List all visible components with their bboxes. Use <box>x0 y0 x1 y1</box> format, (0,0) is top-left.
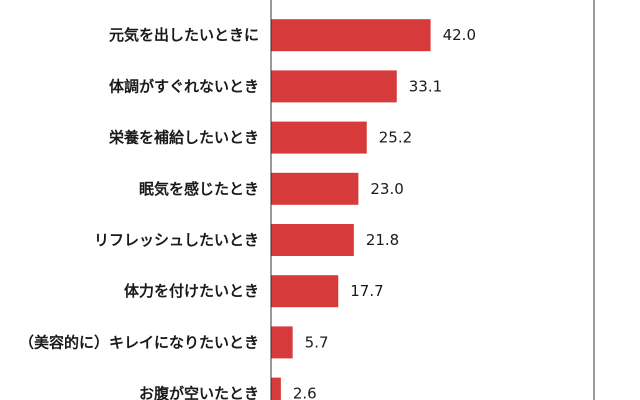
category-label-5: リフレッシュしたいとき <box>94 231 259 249</box>
category-label-1: 元気を出したいときに <box>109 26 259 44</box>
bars-layer <box>271 19 431 400</box>
bar-5 <box>271 224 354 256</box>
category-label-4: 眠気を感じたとき <box>139 180 259 198</box>
category-label-7: （美容的に）キレイになりたいとき <box>19 333 259 351</box>
bar-3 <box>271 121 367 154</box>
value-label-3: 25.2 <box>379 129 412 147</box>
value-label-7: 5.7 <box>305 333 329 351</box>
value-label-6: 17.7 <box>350 282 383 300</box>
value-label-2: 33.1 <box>409 77 442 95</box>
bar-7 <box>271 326 293 359</box>
category-label-8: お腹が空いたとき <box>139 385 259 400</box>
value-label-4: 23.0 <box>370 180 403 198</box>
category-label-2: 体調がすぐれないとき <box>109 77 259 95</box>
value-label-1: 42.0 <box>443 26 476 44</box>
value-label-5: 21.8 <box>366 231 399 249</box>
bar-4 <box>271 172 359 205</box>
bar-8 <box>271 377 281 400</box>
bar-1 <box>271 19 431 52</box>
category-label-3: 栄養を補給したいとき <box>108 129 259 147</box>
bar-6 <box>271 275 339 308</box>
category-label-6: 体力を付けたいとき <box>124 282 259 300</box>
value-label-8: 2.6 <box>293 385 317 400</box>
bar-2 <box>271 70 397 103</box>
labels-layer: 元気を出したいときに 42.0 体調がすぐれないとき 33.1 栄養を補給したいとき 25… <box>19 26 476 400</box>
